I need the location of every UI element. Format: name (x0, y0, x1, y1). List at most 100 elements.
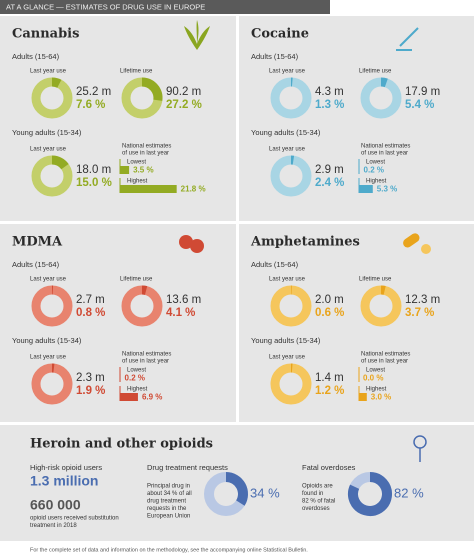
count: 2.0 m (315, 294, 344, 306)
percent: 7.6 % (76, 99, 105, 111)
donut-arc (141, 285, 148, 295)
percent: 0.6 % (315, 307, 344, 319)
percent: 27.2 % (166, 99, 202, 111)
bar-value: 0.0 % (363, 374, 383, 383)
percent: 1.9 % (76, 385, 105, 397)
percent: 3.7 % (405, 307, 434, 319)
use-label: Lifetime use (359, 69, 392, 75)
count: 25.2 m (76, 86, 111, 98)
use-label: Last year use (30, 69, 67, 75)
section-label: Adults (15-64) (12, 260, 60, 269)
national-label: National estimates (122, 352, 171, 358)
percent: 1.3 % (315, 99, 344, 111)
use-label: Last year use (30, 147, 67, 153)
big-value: 1.3 million (30, 473, 98, 489)
donut-arc (141, 77, 163, 101)
panel-title: Amphetamines (250, 235, 360, 250)
percent: 1.2 % (315, 385, 344, 397)
header-title: AT A GLANCE — ESTIMATES OF DRUG USE IN E… (6, 2, 205, 11)
section-label: Young adults (15-34) (251, 128, 321, 137)
section-label: Adults (15-64) (12, 52, 60, 61)
use-label: Last year use (269, 277, 306, 283)
donut-arc (225, 472, 248, 506)
bar-label: Lowest (366, 160, 385, 166)
percent: 2.4 % (315, 177, 344, 189)
percent: 0.8 % (76, 307, 105, 319)
note: drug treatment (147, 499, 186, 505)
use-label: Last year use (30, 355, 67, 361)
bar (359, 185, 373, 193)
bar-value: 0.2 % (125, 374, 145, 383)
panel-title: MDMA (12, 235, 63, 250)
panel-bg (239, 16, 474, 221)
percent: 5.4 % (405, 99, 434, 111)
note: treatment in 2018 (30, 523, 77, 529)
national-label: of use in last year (122, 359, 169, 365)
bar-label: Highest (127, 387, 148, 393)
count: 2.3 m (76, 372, 105, 384)
bar (120, 166, 130, 174)
use-label: Lifetime use (120, 277, 153, 283)
panel-title: Heroin and other opioids (30, 437, 213, 452)
use-label: Lifetime use (359, 277, 392, 283)
national-label: National estimates (361, 144, 410, 150)
bar-label: Lowest (127, 368, 146, 374)
use-label: Last year use (30, 277, 67, 283)
bar-value: 3.5 % (133, 166, 153, 175)
count: 1.4 m (315, 372, 344, 384)
percent: 15.0 % (76, 177, 112, 189)
footer: For the complete set of data and informa… (30, 547, 308, 553)
note: Opioids are (302, 484, 333, 490)
use-label: Last year use (269, 147, 306, 153)
section-label: Young adults (15-34) (251, 336, 321, 345)
bar (120, 393, 138, 401)
bar-label: Lowest (127, 160, 146, 166)
bar-value: 5.3 % (377, 185, 397, 194)
panel: Cannabis Adults (15-64) Last year use 25.2 … (12, 27, 206, 197)
panel: MDMA Adults (15-64) Last year use 2.7 m0.8 … (12, 235, 201, 405)
poppy-icon (413, 435, 427, 462)
note: 82 % of fatal (302, 499, 335, 505)
count: 2.9 m (315, 164, 344, 176)
donut-arc (51, 155, 69, 170)
note: requests in the (147, 506, 187, 512)
note: overdoses (302, 506, 330, 512)
use-label: Last year use (269, 69, 306, 75)
bar-label: Lowest (366, 368, 385, 374)
bar-value: 21.8 % (181, 185, 206, 194)
cannabis-icon (184, 20, 210, 50)
panel-title: Cannabis (12, 27, 79, 42)
count: 18.0 m (76, 164, 111, 176)
count: 2.7 m (76, 294, 105, 306)
bar (359, 393, 367, 401)
section-label: Young adults (15-34) (12, 128, 82, 137)
donut-arc (380, 77, 388, 88)
bar (120, 185, 177, 193)
pencil-icon (396, 27, 419, 51)
bar-value: 0.2 % (364, 166, 384, 175)
bar-value: 3.0 % (371, 393, 391, 402)
panel-title: Cocaine (251, 27, 309, 42)
count: 13.6 m (166, 294, 201, 306)
section-label: Adults (15-64) (251, 52, 299, 61)
count: 4.3 m (315, 86, 344, 98)
pill-icon (403, 233, 431, 254)
bar-label: Highest (366, 387, 387, 393)
count: 17.9 m (405, 86, 440, 98)
big-value: 660 000 (30, 497, 81, 513)
panel: Amphetamines Adults (15-64) Last year use 2… (250, 235, 440, 405)
note: Principal drug in (147, 484, 190, 490)
section-label: Adults (15-64) (251, 260, 299, 269)
note: opioid users received substitution (30, 516, 119, 522)
national-label: National estimates (361, 352, 410, 358)
note: found in (302, 491, 323, 497)
count: 12.3 m (405, 294, 440, 306)
note: European Union (147, 514, 190, 520)
bar-label: Highest (127, 179, 148, 185)
bar-value: 6.9 % (142, 393, 162, 402)
donut-arc (51, 77, 62, 88)
national-label: of use in last year (361, 359, 408, 365)
use-label: Last year use (269, 355, 306, 361)
count: 90.2 m (166, 86, 201, 98)
